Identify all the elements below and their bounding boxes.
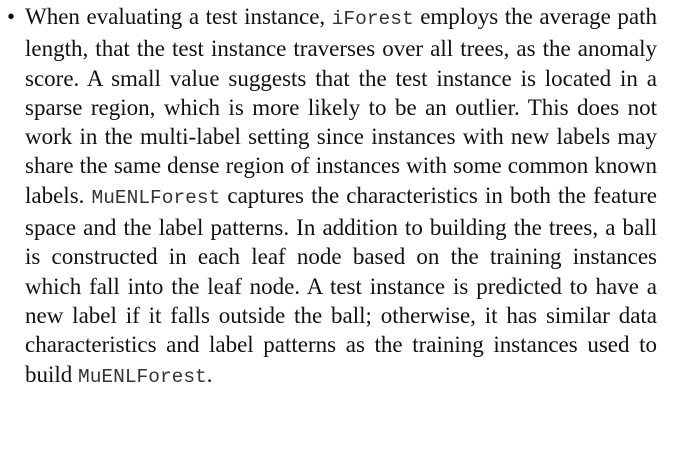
text: . xyxy=(206,361,213,387)
code-text: MuENLForest xyxy=(91,186,221,209)
code-text: iForest xyxy=(331,8,414,30)
code-text: MuENLForest xyxy=(78,365,207,388)
text: captures the characteristics in both the… xyxy=(25,182,657,387)
paragraph: When evaluating a test instance, iForest… xyxy=(25,2,657,392)
text: When evaluating a test instance, xyxy=(25,4,332,29)
text: employs the average path length, that th… xyxy=(25,4,657,208)
bullet: • xyxy=(7,4,16,29)
